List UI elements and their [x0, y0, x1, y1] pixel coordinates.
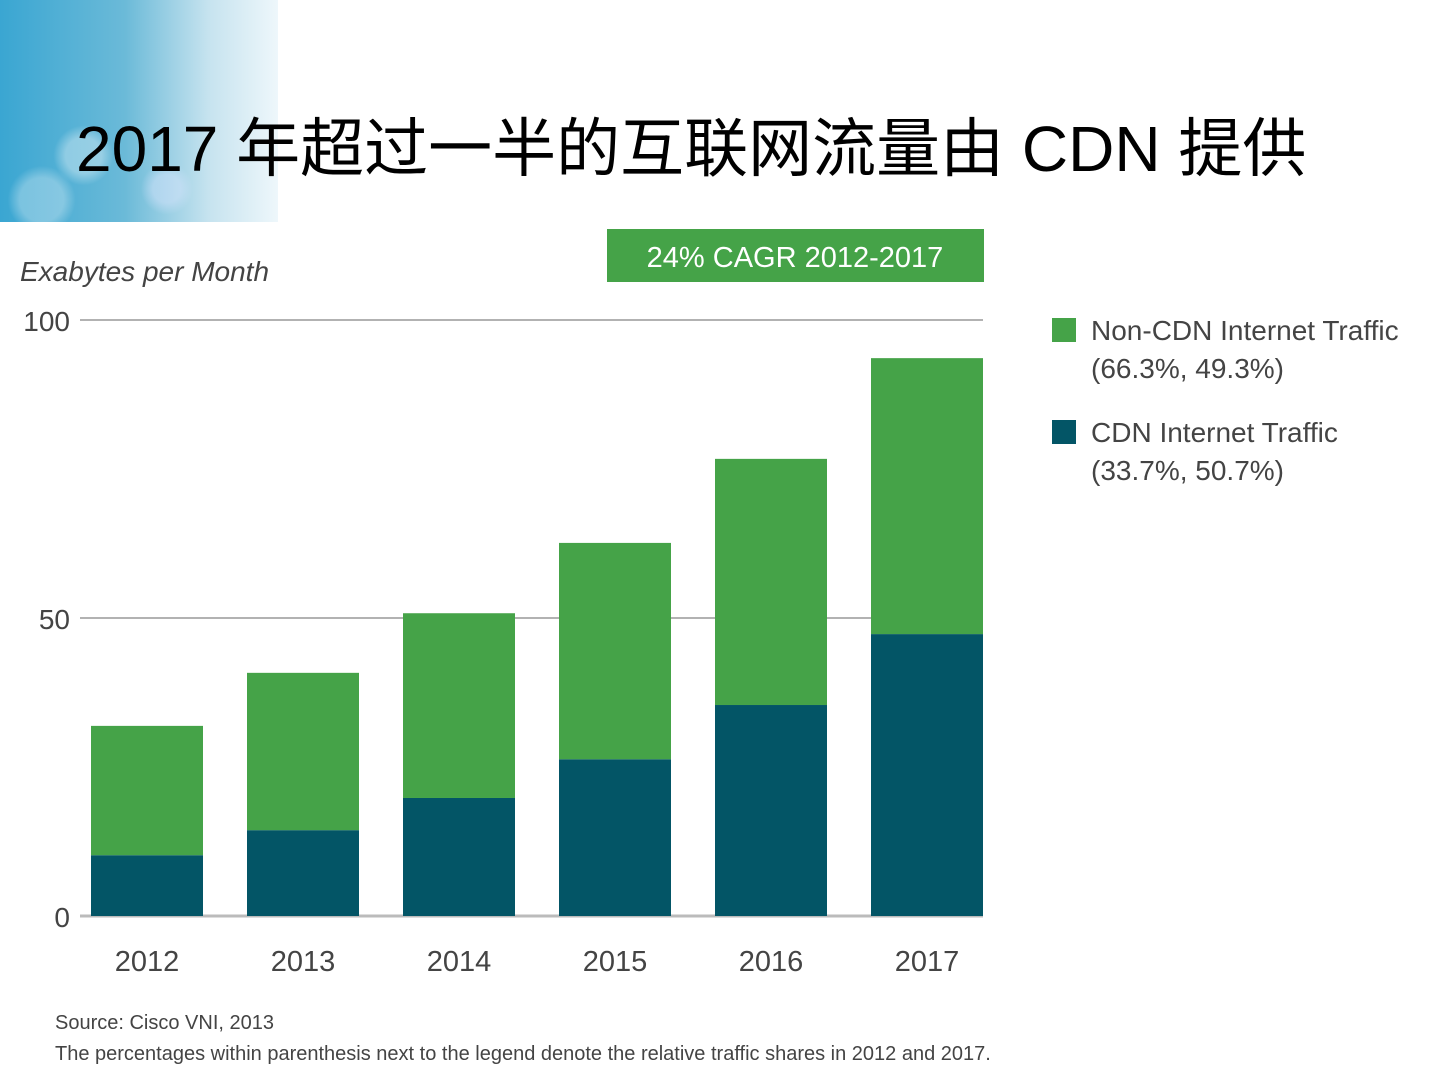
bar-2013-cdn [247, 830, 359, 916]
bar-2017-cdn [871, 634, 983, 916]
bar-2016-non-cdn [715, 458, 827, 706]
bar-2014-cdn [403, 797, 515, 916]
x-tick-label: 2016 [739, 946, 804, 978]
legend-swatch [1052, 318, 1076, 342]
bar-2017-non-cdn [871, 358, 983, 635]
y-tick-label: 50 [39, 604, 70, 635]
cagr-badge [607, 229, 984, 282]
decorative-background-image [0, 0, 278, 222]
y-tick-label: 100 [23, 306, 70, 337]
legend-label: CDN Internet Traffic [1091, 417, 1338, 448]
x-tick-label: 2017 [895, 946, 960, 978]
legend-detail: (33.7%, 50.7%) [1091, 455, 1284, 486]
legend-label: Non-CDN Internet Traffic [1091, 315, 1399, 346]
bar-2015-non-cdn [559, 542, 671, 760]
x-tick-label: 2015 [583, 946, 648, 978]
y-axis-label: Exabytes per Month [20, 256, 269, 287]
bar-2012-cdn [91, 855, 203, 916]
source-note: Source: Cisco VNI, 2013 [55, 1012, 274, 1034]
cagr-badge-text: 24% CAGR 2012-2017 [647, 242, 944, 274]
legend-swatch [1052, 420, 1076, 444]
bar-2016-cdn [715, 705, 827, 916]
legend-detail: (66.3%, 49.3%) [1091, 353, 1284, 384]
x-tick-label: 2014 [427, 946, 492, 978]
bar-2015-cdn [559, 759, 671, 916]
x-tick-label: 2013 [271, 946, 336, 978]
bar-2013-non-cdn [247, 672, 359, 831]
x-tick-label: 2012 [115, 946, 180, 978]
y-tick-label: 0 [54, 902, 70, 933]
bar-2012-non-cdn [91, 725, 203, 856]
footnote: The percentages within parenthesis next … [55, 1043, 991, 1065]
slide-title: 2017 年超过一半的互联网流量由 CDN 提供 [76, 113, 1307, 185]
bar-2014-non-cdn [403, 613, 515, 798]
